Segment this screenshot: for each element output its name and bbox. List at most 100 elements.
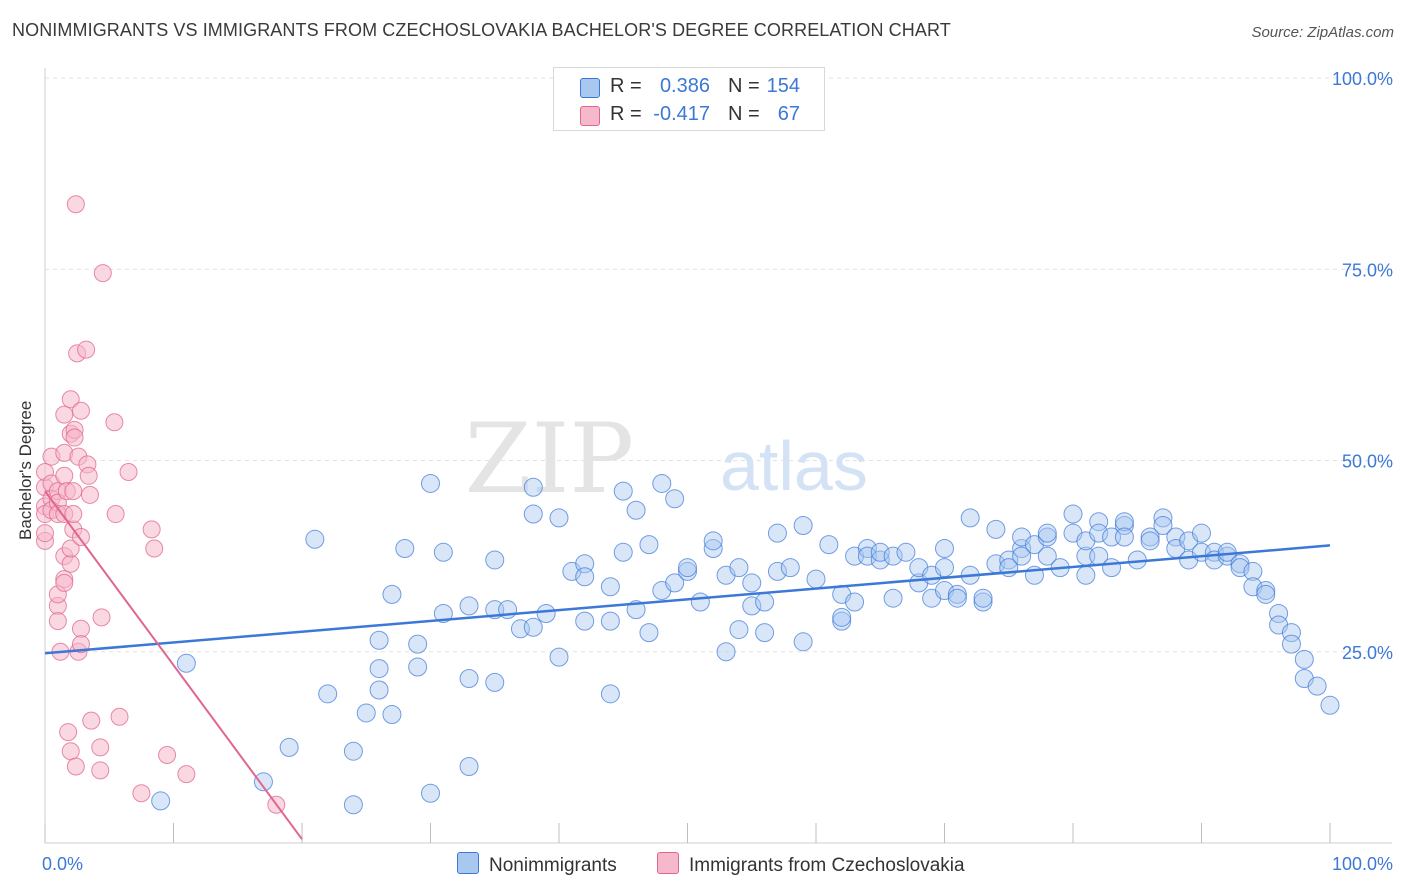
- nonimmigrants-point: [652, 473, 672, 493]
- legend-n-label: N =: [728, 103, 760, 125]
- immigrants-point: [119, 462, 138, 481]
- y-axis-label: Bachelor's Degree: [16, 400, 35, 540]
- nonimmigrants-point: [395, 538, 415, 558]
- nonimmigrants-point: [1281, 634, 1301, 654]
- nonimmigrants-point: [896, 542, 916, 562]
- legend-r-value: -0.417: [653, 103, 710, 125]
- x-tick-label: 100.0%: [1332, 854, 1393, 874]
- immigrants-point: [105, 413, 124, 432]
- grid-lines: [45, 77, 1392, 653]
- nonimmigrants-point: [960, 508, 980, 528]
- nonimmigrants-point: [1076, 565, 1096, 585]
- nonimmigrants-point: [176, 653, 196, 673]
- legend-n-value: 67: [777, 103, 800, 125]
- nonimmigrants-point: [1012, 546, 1032, 566]
- nonimmigrants-point: [1153, 516, 1173, 536]
- y-tick-label: 100.0%: [1332, 69, 1393, 89]
- nonimmigrants-point: [151, 791, 171, 811]
- nonimmigrants-point: [1114, 527, 1134, 547]
- nonimmigrants-point: [369, 630, 389, 650]
- nonimmigrants-point: [639, 535, 659, 555]
- nonimmigrants-point: [279, 737, 299, 757]
- nonimmigrants-point: [947, 588, 967, 608]
- nonimmigrants-point: [973, 588, 993, 608]
- nonimmigrants-point: [382, 704, 402, 724]
- y-tick-label: 25.0%: [1342, 643, 1393, 663]
- watermark-zip: ZIP: [465, 403, 634, 515]
- nonimmigrants-point: [870, 542, 890, 562]
- immigrants-point: [132, 784, 151, 803]
- nonimmigrants-point: [626, 500, 646, 520]
- immigrants-point: [61, 390, 80, 409]
- nonimmigrants-point: [305, 529, 325, 549]
- immigrants-point: [48, 612, 67, 631]
- immigrants-point: [82, 711, 101, 730]
- y-tick-label: 50.0%: [1342, 452, 1393, 472]
- nonimmigrants-point: [742, 596, 762, 616]
- immigrants-point: [77, 340, 96, 359]
- bottom-legend-swatch-pink: [657, 852, 679, 874]
- nonimmigrants-point: [1320, 695, 1340, 715]
- immigrants-point: [91, 738, 110, 757]
- nonimmigrants-point: [523, 617, 543, 637]
- y-tick-label: 75.0%: [1342, 260, 1393, 280]
- immigrants-point: [145, 539, 164, 558]
- immigrants-point: [110, 707, 129, 726]
- nonimmigrants-point: [883, 588, 903, 608]
- immigrants-point: [65, 428, 84, 447]
- nonimmigrants-point: [613, 481, 633, 501]
- nonimmigrants-point: [806, 569, 826, 589]
- nonimmigrants-point: [549, 647, 569, 667]
- nonimmigrants-point: [845, 592, 865, 612]
- immigrants-point: [158, 746, 177, 765]
- nonimmigrants-point: [369, 680, 389, 700]
- nonimmigrants-point: [421, 473, 440, 493]
- nonimmigrants-point: [575, 554, 595, 574]
- nonimmigrants-point: [703, 531, 723, 551]
- nonimmigrants-point: [600, 611, 620, 631]
- nonimmigrants-point: [857, 546, 877, 566]
- nonimmigrants-point: [755, 623, 775, 643]
- immigrants-point: [142, 520, 161, 539]
- nonimmigrants-point: [832, 607, 852, 627]
- immigrants-point: [55, 466, 74, 485]
- nonimmigrants-point: [523, 504, 543, 524]
- nonimmigrants-point: [1307, 676, 1327, 696]
- tick-labels: 25.0% 50.0% 75.0% 100.0% 0.0% 100.0%: [42, 69, 1393, 874]
- nonimmigrants-point: [767, 561, 787, 581]
- nonimmigrants-points: [151, 473, 1340, 815]
- nonimmigrants-point: [665, 573, 685, 593]
- legend-r-value: 0.386: [659, 75, 710, 97]
- nonimmigrants-point: [382, 584, 402, 604]
- bottom-legend-immigrants: Immigrants from Czechoslovakia: [657, 852, 965, 877]
- nonimmigrants-point: [819, 535, 839, 555]
- nonimmigrants-point: [1256, 584, 1276, 604]
- legend-n-value: 154: [766, 75, 800, 97]
- nonimmigrants-point: [870, 550, 890, 570]
- nonimmigrants-point: [999, 550, 1019, 570]
- nonimmigrants-point: [986, 519, 1006, 539]
- nonimmigrants-point: [1294, 649, 1314, 669]
- nonimmigrants-trend-line: [44, 544, 1331, 655]
- nonimmigrants-point: [1063, 504, 1083, 524]
- immigrants-point: [66, 195, 85, 214]
- legend-swatch-blue: [580, 78, 600, 98]
- nonimmigrants-point: [485, 672, 505, 692]
- nonimmigrants-point: [1037, 523, 1057, 543]
- source-label: Source: ZipAtlas.com: [1251, 24, 1394, 41]
- nonimmigrants-point: [1192, 523, 1211, 543]
- nonimmigrants-point: [1269, 604, 1289, 623]
- immigrants-point: [36, 524, 54, 543]
- legend-r-label: R =: [610, 103, 642, 125]
- nonimmigrants-point: [883, 546, 903, 566]
- nonimmigrants-point: [935, 558, 954, 578]
- nonimmigrants-point: [767, 523, 787, 543]
- watermark: ZIP atlas: [465, 403, 868, 515]
- nonimmigrants-point: [729, 558, 749, 578]
- nonimmigrants-point: [1102, 558, 1122, 578]
- x-tick-label: 0.0%: [42, 854, 83, 874]
- immigrants-trend-line: [44, 490, 303, 840]
- nonimmigrants-point: [343, 741, 363, 761]
- nonimmigrants-point: [793, 516, 813, 536]
- immigrants-point: [61, 742, 80, 761]
